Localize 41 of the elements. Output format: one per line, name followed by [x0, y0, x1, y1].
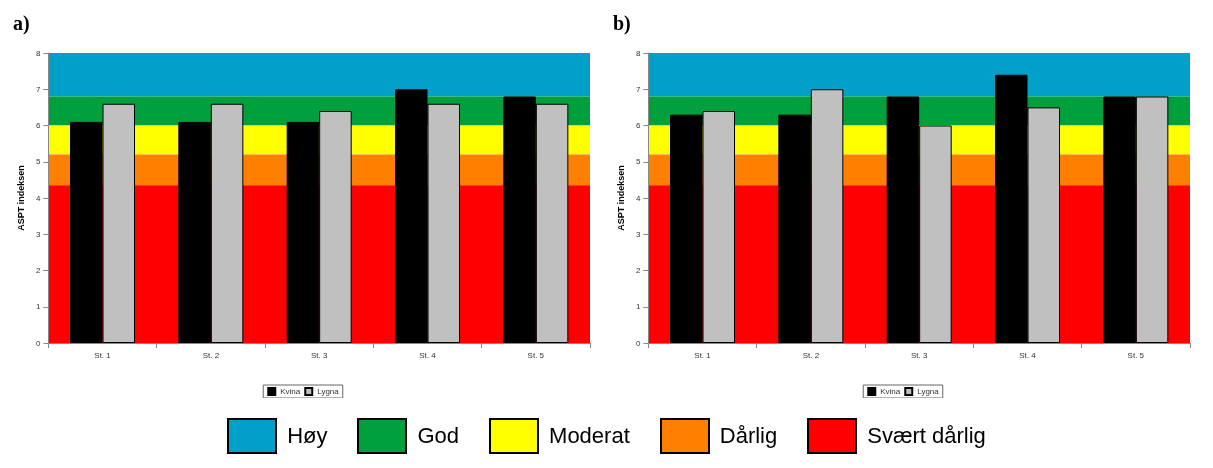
x-tick-label: St. 2 [202, 350, 220, 360]
legend-label: Lygna [317, 387, 340, 396]
x-tick-label: St. 2 [802, 350, 820, 360]
x-tick-label: St. 5 [1127, 350, 1145, 360]
x-tick-label: St. 3 [310, 350, 328, 360]
legend-label: Kvina [880, 387, 901, 396]
x-tick-label: St. 1 [94, 350, 112, 360]
y-tick-label: 2 [635, 266, 641, 275]
legend-label: Kvina [280, 387, 301, 396]
chart-title: a) [13, 12, 30, 35]
y-tick-label: 3 [35, 229, 41, 239]
y-tick-label: 4 [635, 193, 641, 203]
y-tick-label: 7 [635, 84, 641, 94]
y-tick-label: 5 [35, 157, 41, 167]
y-axis-title: ASPT indeksen [15, 165, 26, 231]
y-tick-label: 6 [35, 121, 41, 130]
y-tick-label: 1 [635, 302, 641, 312]
x-tick-label: St. 3 [910, 350, 928, 360]
y-tick-label: 4 [35, 193, 41, 203]
x-tick-label: St. 4 [419, 350, 437, 360]
y-axis-title: ASPT indeksen [615, 165, 626, 231]
chart-title: b) [613, 12, 631, 35]
legend-label: Høy [287, 423, 328, 449]
y-tick-label: 0 [635, 338, 641, 348]
y-tick-label: 6 [635, 121, 641, 130]
y-tick-label: 8 [35, 48, 41, 58]
y-tick-label: 0 [35, 338, 41, 348]
legend-label: Dårlig [719, 423, 778, 449]
y-tick-label: 8 [635, 48, 641, 58]
legend-label: God [417, 423, 460, 449]
x-tick-label: St. 4 [1019, 350, 1037, 360]
y-tick-label: 1 [35, 302, 41, 312]
x-tick-label: St. 5 [527, 350, 545, 360]
legend-label: Moderat [549, 423, 630, 449]
y-tick-label: 2 [35, 266, 41, 275]
legend-label: Lygna [917, 387, 940, 396]
x-tick-label: St. 1 [694, 350, 712, 360]
y-tick-label: 7 [35, 84, 41, 94]
y-tick-label: 5 [635, 157, 641, 167]
legend-label: Svært dårlig [867, 423, 986, 449]
y-tick-label: 3 [635, 229, 641, 239]
